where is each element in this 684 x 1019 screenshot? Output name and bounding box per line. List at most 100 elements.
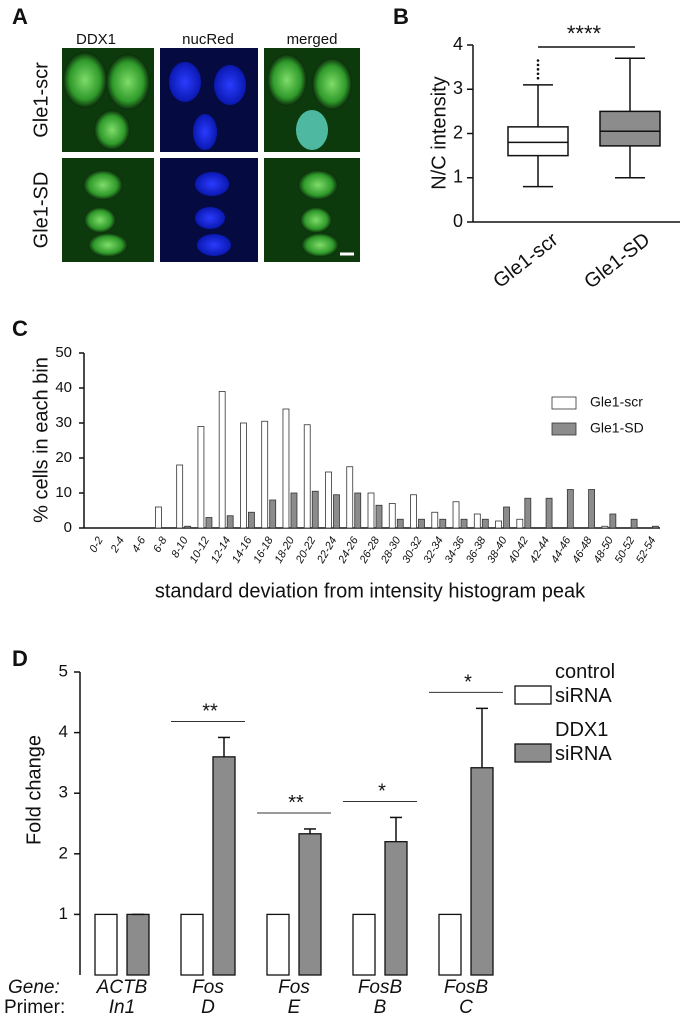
legend-swatch — [514, 743, 552, 763]
x-tick-label: 18-20 — [273, 534, 298, 565]
x-tick-label: ACTB — [96, 977, 148, 998]
bar — [609, 513, 617, 529]
x-tick-label: E — [288, 997, 301, 1018]
x-tick-label: 46-48 — [570, 534, 595, 565]
x-tick-label: 36-38 — [464, 534, 489, 565]
outlier — [536, 72, 540, 76]
bar — [439, 518, 447, 529]
bar — [354, 492, 362, 529]
bar — [495, 520, 502, 529]
outlier — [536, 76, 540, 80]
x-tick-label: Gle1-SD — [580, 229, 654, 294]
x-axis-label: standard deviation from intensity histog… — [155, 580, 586, 602]
bar — [410, 494, 417, 529]
box — [507, 126, 569, 157]
y-tick-label: 3 — [59, 783, 68, 802]
x-tick-label: 0-2 — [87, 535, 105, 555]
bar — [588, 489, 595, 529]
x-tick-label: 50-52 — [613, 535, 637, 565]
outlier — [536, 63, 540, 67]
row-label: Gle1-scr — [30, 62, 52, 138]
bar — [240, 422, 247, 529]
y-tick-label: 40 — [55, 379, 72, 396]
bar — [601, 525, 609, 529]
bar — [205, 517, 213, 529]
x-tick-label: 8-10 — [169, 534, 191, 560]
micrographs — [62, 48, 360, 262]
bar — [396, 518, 404, 529]
bar — [651, 525, 659, 529]
legend-label-box: control siRNA — [555, 661, 616, 707]
x-tick-label: 12-14 — [209, 535, 233, 565]
bar — [503, 506, 510, 529]
x-tick-label: 20-22 — [293, 535, 318, 566]
x-tick-label: B — [374, 997, 387, 1018]
bar — [524, 497, 532, 529]
column-label: merged — [287, 31, 338, 48]
legend-swatch — [551, 422, 577, 436]
y-tick-label: 4 — [453, 34, 463, 54]
x-tick-label: 22-24 — [315, 535, 340, 566]
x-tick-label: FosB — [444, 977, 489, 998]
bar — [155, 506, 162, 529]
bar — [352, 913, 376, 976]
panel-label: A — [12, 4, 28, 29]
y-tick-label: 50 — [55, 344, 72, 361]
x-tick-label: FosB — [358, 977, 403, 998]
bar — [266, 913, 290, 976]
x-tick-label: 40-42 — [506, 535, 530, 565]
outlier — [536, 59, 540, 62]
bar — [470, 767, 494, 976]
bar — [197, 426, 205, 529]
x-tick-label: 2-4 — [108, 535, 127, 556]
bar — [630, 518, 638, 529]
significance: ** — [288, 792, 304, 814]
legend-label-box: DDX1 siRNA — [555, 719, 612, 765]
x-tick-label: 10-12 — [188, 535, 212, 565]
x-tick-label: 38-40 — [485, 534, 510, 565]
column-label: nucRed — [182, 31, 234, 48]
x-tick-label: Fos — [192, 977, 224, 998]
bar — [269, 499, 277, 529]
panel-label: C — [12, 316, 28, 341]
bar — [311, 490, 319, 529]
bar — [384, 841, 408, 976]
panel-label: B — [393, 4, 409, 29]
bar — [367, 492, 375, 529]
bar — [375, 504, 383, 529]
bar — [290, 492, 298, 529]
x-tick-label: 28-30 — [378, 534, 403, 566]
y-tick-label: 0 — [453, 211, 463, 231]
bar — [94, 913, 118, 976]
box — [599, 110, 661, 147]
legend-label: control siRNA — [555, 661, 616, 707]
bar — [218, 391, 226, 529]
bar — [388, 503, 396, 529]
bar — [566, 489, 574, 529]
bar — [481, 518, 489, 529]
bar — [325, 471, 332, 529]
column-label: DDX1 — [76, 31, 116, 48]
y-tick-label: 10 — [55, 484, 72, 501]
bar — [438, 913, 462, 976]
bar — [261, 420, 269, 529]
bar — [180, 913, 204, 976]
x-tick-label: 26-28 — [357, 534, 382, 566]
y-tick-label: 20 — [55, 449, 72, 466]
bar — [226, 515, 234, 529]
bar — [333, 494, 340, 529]
significance: * — [378, 781, 386, 803]
legend-label: Gle1-scr — [590, 394, 643, 410]
x-tick-label: 52-54 — [634, 535, 658, 565]
x-tick-label: 48-50 — [592, 534, 617, 565]
y-tick-label: 30 — [55, 414, 72, 431]
y-tick-label: 3 — [453, 78, 463, 98]
x-tick-label: Gle1-scr — [489, 229, 562, 293]
bar — [282, 408, 290, 529]
outlier — [536, 68, 540, 71]
legend-label: Gle1-SD — [590, 420, 644, 436]
gene-row-label: Gene: — [8, 977, 60, 998]
bar — [516, 518, 524, 529]
bar — [431, 511, 439, 529]
legend-swatch — [551, 396, 577, 410]
